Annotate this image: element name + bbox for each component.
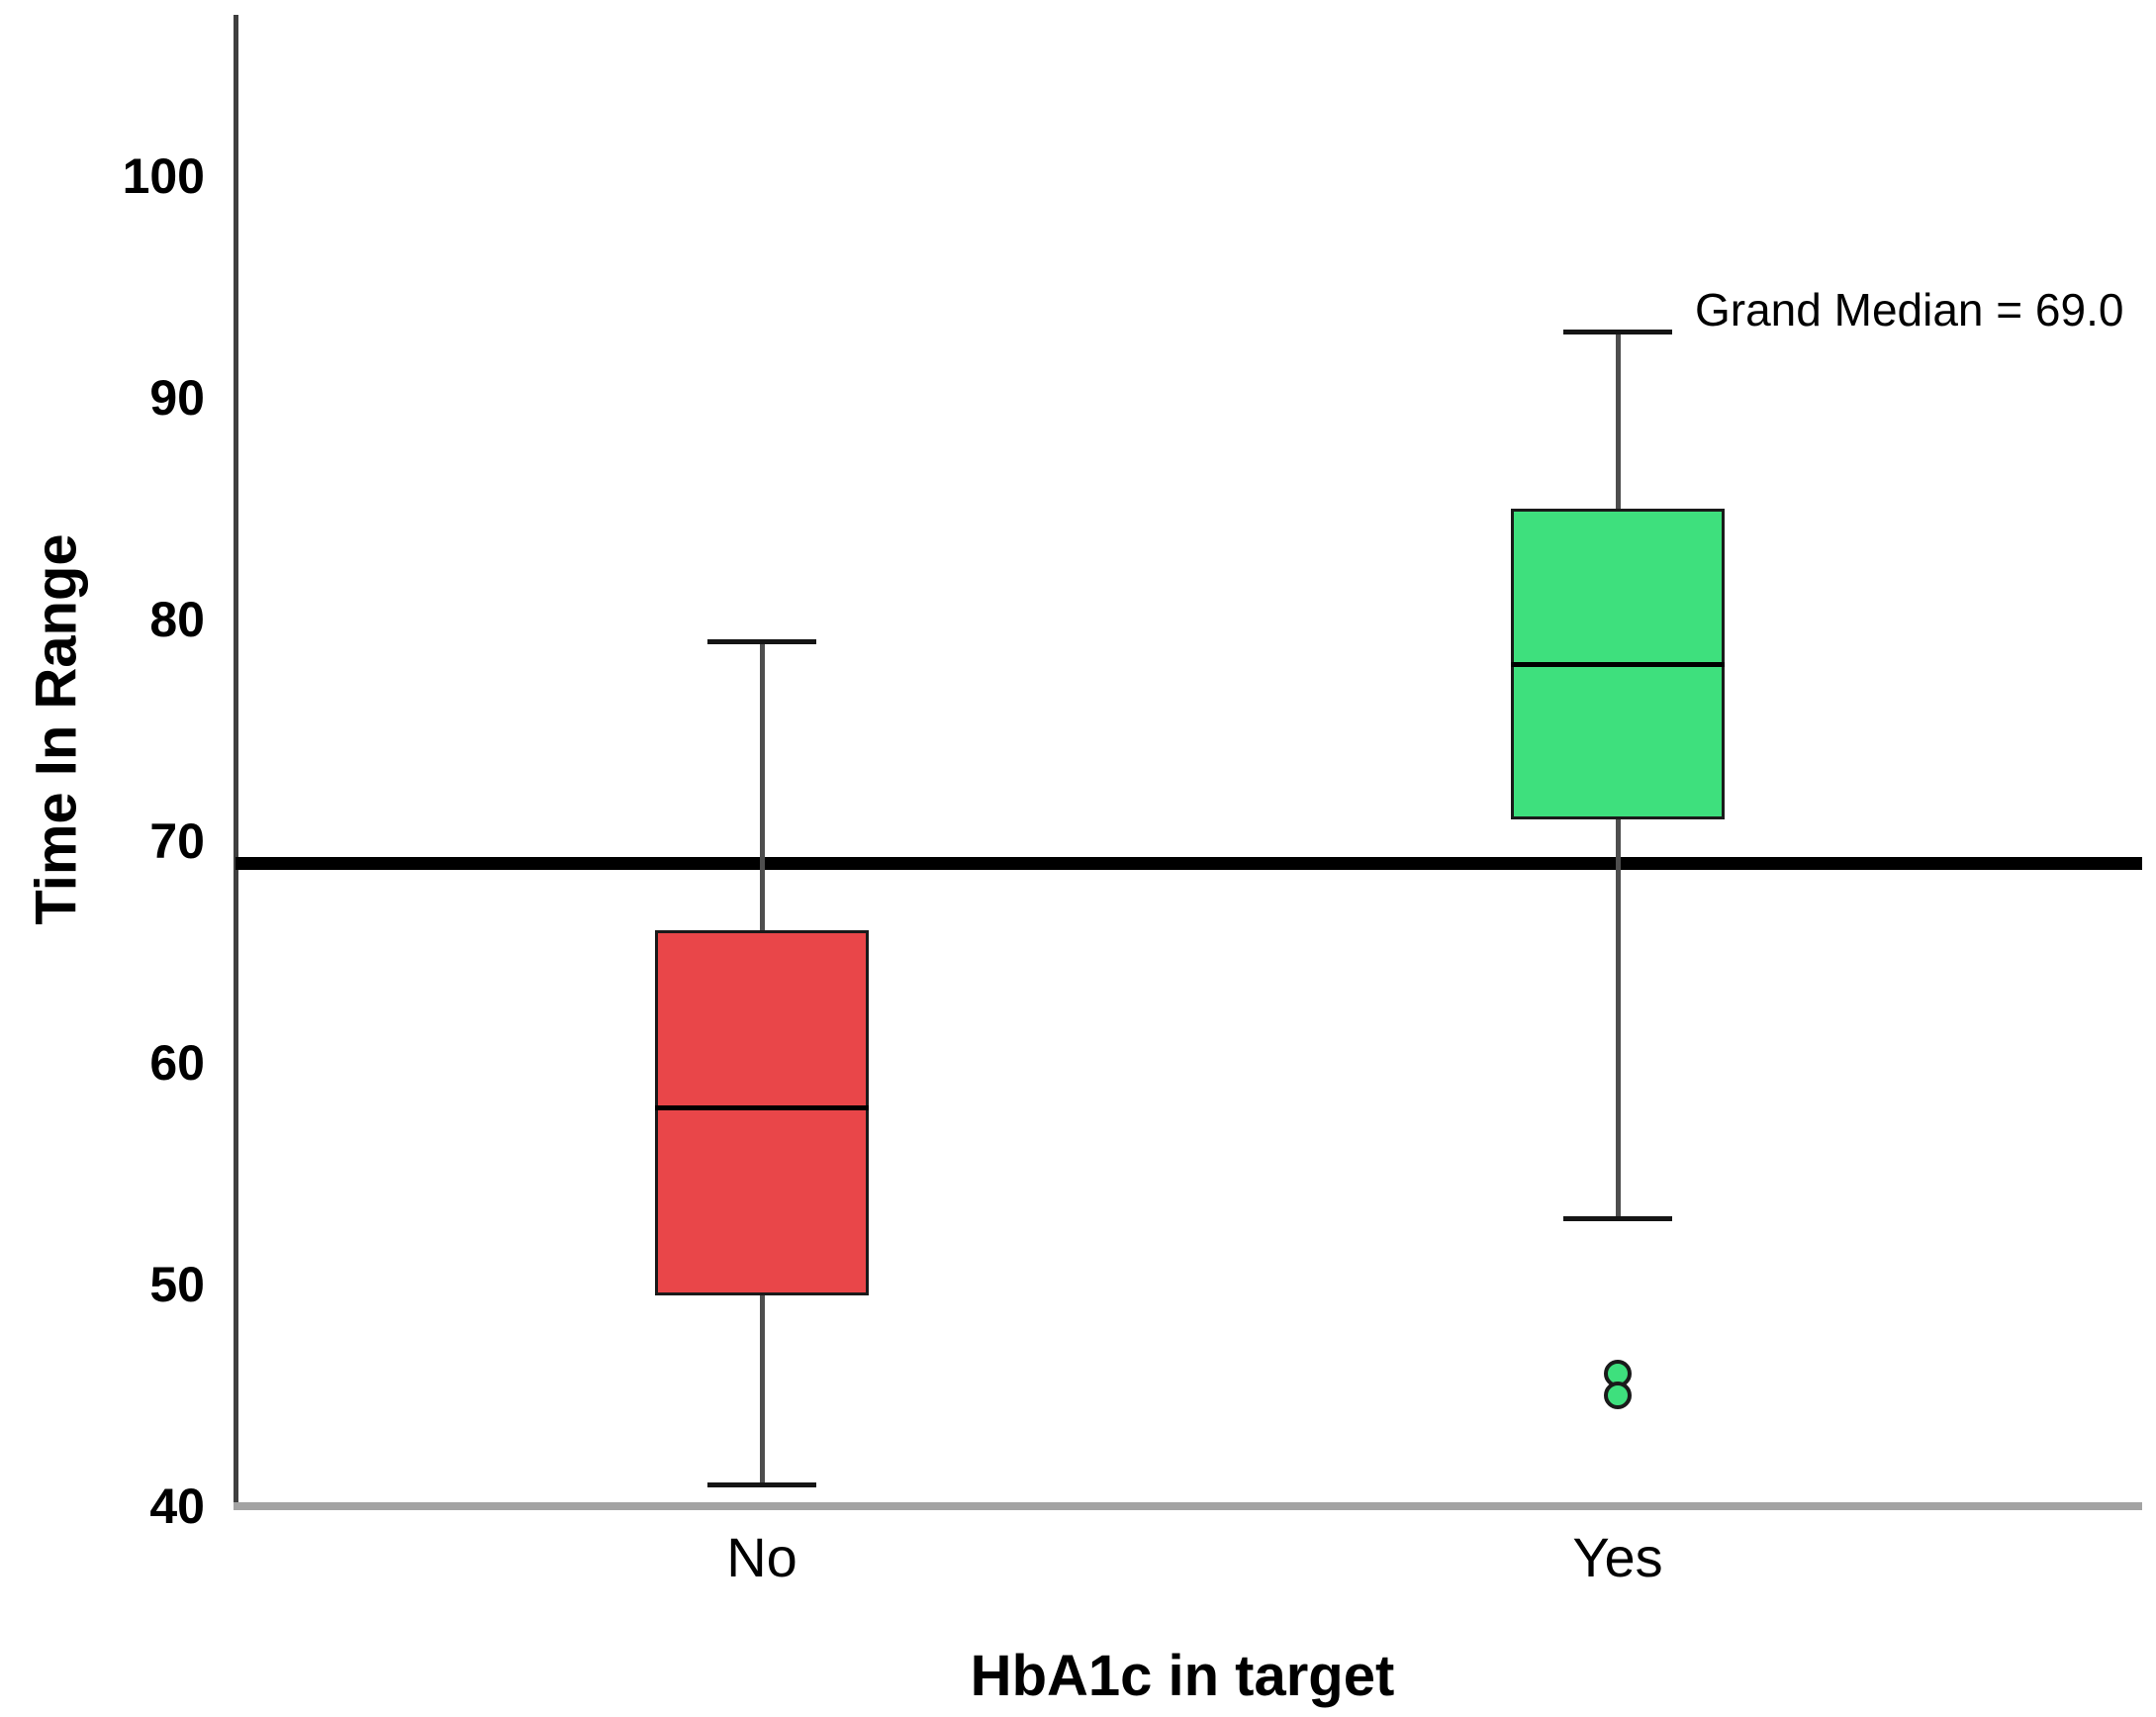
y-tick-label: 60: [149, 1035, 205, 1091]
median-line-no: [655, 1104, 869, 1110]
y-tick-label: 70: [149, 813, 205, 869]
whisker-cap-lower: [1563, 1215, 1672, 1221]
y-axis-line: [234, 15, 238, 1510]
whisker-stem-lower: [1616, 818, 1621, 1218]
grand-median-label: Grand Median = 69.0: [1695, 284, 2124, 335]
whisker-stem-lower: [760, 1295, 765, 1484]
whisker-cap-upper: [1563, 329, 1672, 334]
grand-median-line: [235, 857, 2142, 871]
y-tick-label: 100: [122, 148, 205, 204]
x-axis-line: [234, 1502, 2142, 1510]
box-no: [655, 929, 869, 1296]
median-line-yes: [1511, 661, 1725, 667]
y-tick-label: 80: [149, 592, 205, 647]
whisker-stem-upper: [760, 641, 765, 930]
x-axis-title: HbA1c in target: [970, 1644, 1395, 1708]
y-tick-label: 50: [149, 1257, 205, 1312]
whisker-cap-lower: [707, 1481, 816, 1487]
y-tick-label: 90: [149, 370, 205, 426]
y-tick-label: 40: [149, 1479, 205, 1534]
x-category-label: Yes: [1572, 1526, 1663, 1588]
x-category-label: No: [726, 1526, 797, 1588]
whisker-stem-upper: [1616, 331, 1621, 509]
whisker-cap-upper: [707, 639, 816, 645]
outlier-point: [1604, 1382, 1632, 1409]
